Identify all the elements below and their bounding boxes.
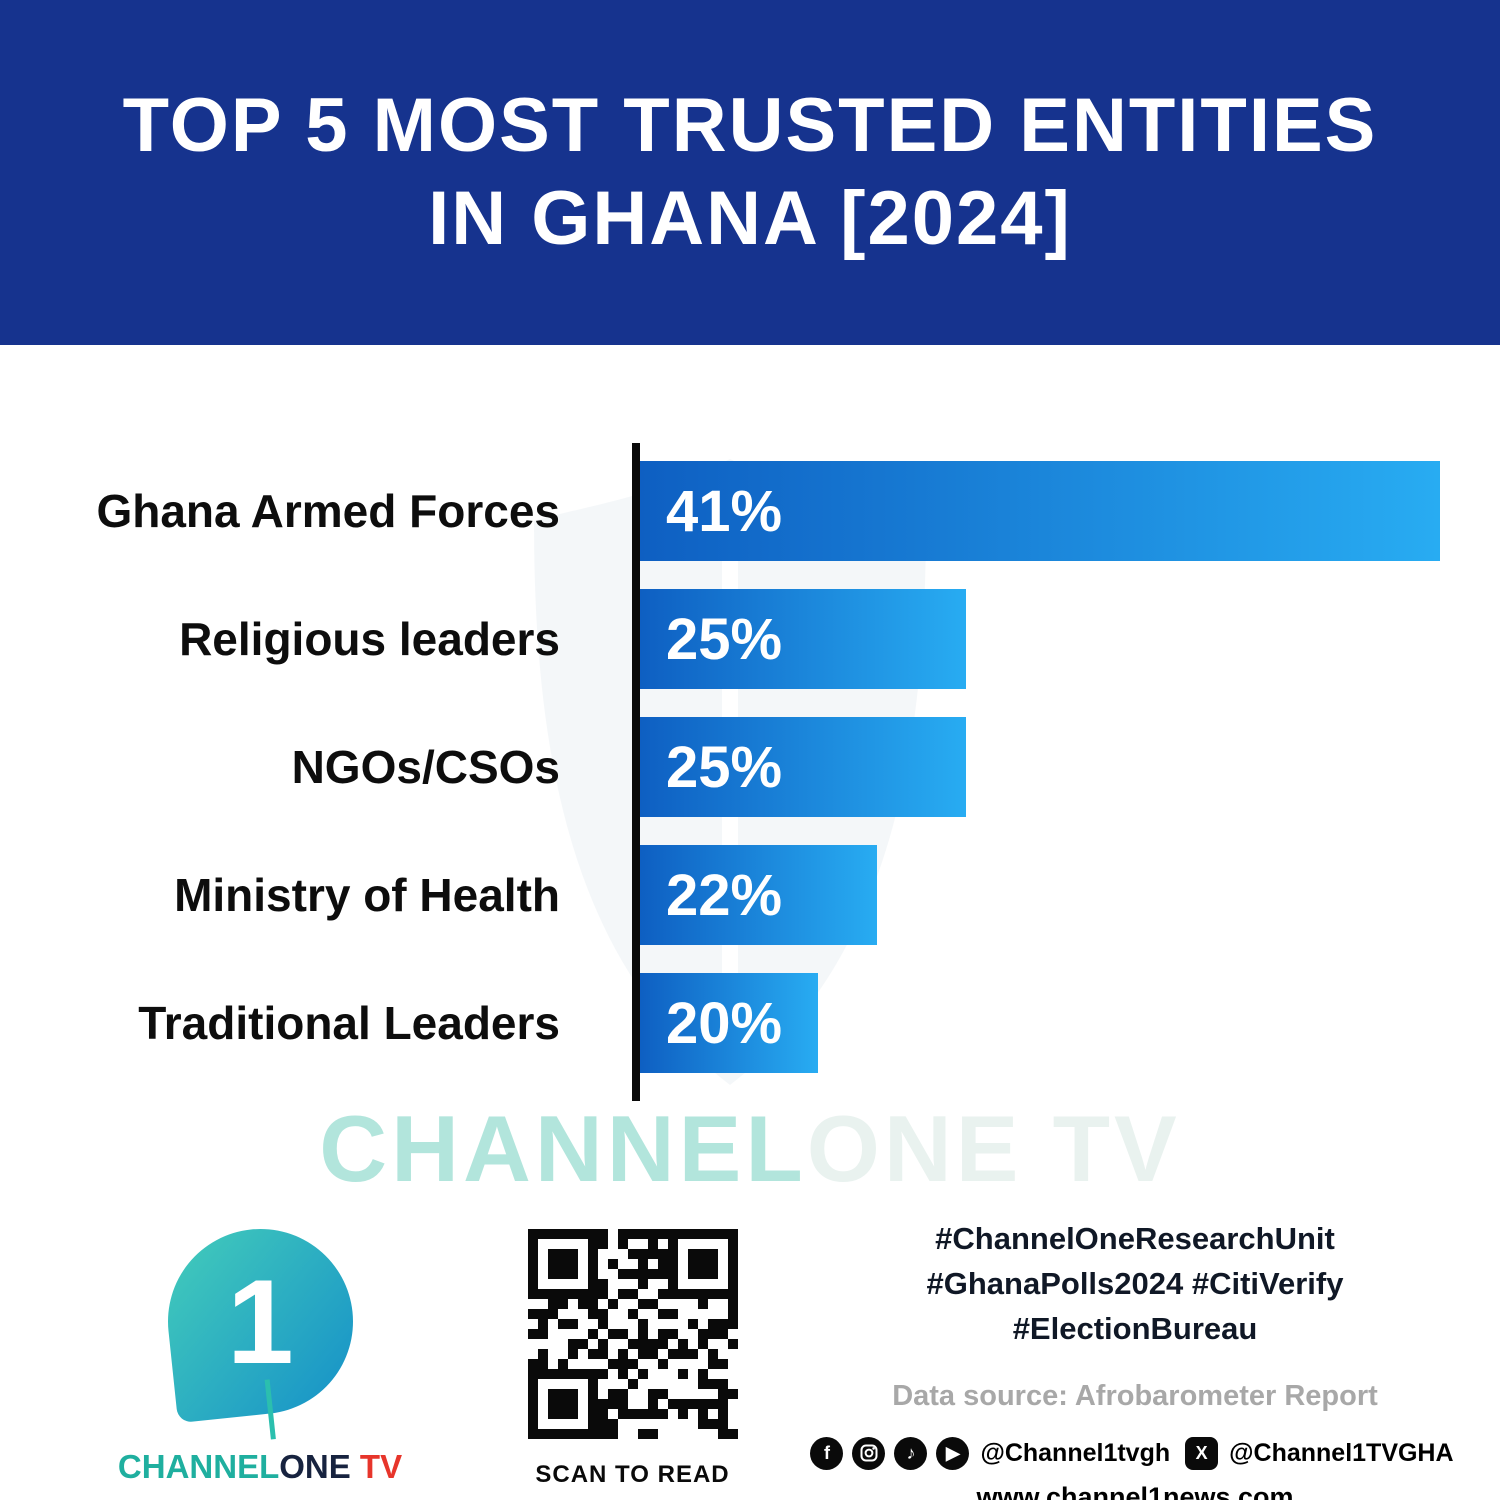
- category-label: NGOs/CSOs: [291, 741, 560, 793]
- tiktok-icon: ♪: [894, 1436, 928, 1470]
- instagram-icon: [852, 1436, 886, 1470]
- social-handle-x: @Channel1TVGHA: [1229, 1438, 1454, 1467]
- y-axis-line: [632, 443, 640, 1101]
- website-url: www.channel1news.com: [976, 1481, 1294, 1500]
- wordmark-one: ONE: [279, 1448, 351, 1485]
- category-label: Traditional Leaders: [138, 997, 560, 1049]
- wordmark-channel: CHANNEL: [117, 1448, 280, 1485]
- category-label: Religious leaders: [179, 613, 560, 665]
- chart-rows: Ghana Armed Forces 41% Religious leaders 25…: [0, 461, 1500, 1073]
- chart-bar: 22%: [640, 845, 877, 945]
- footer-info: #ChannelOneResearchUnit #GhanaPolls2024 …: [810, 1217, 1454, 1500]
- chart-bar: 25%: [640, 589, 966, 689]
- bar-chart: Ghana Armed Forces 41% Religious leaders 25…: [0, 441, 1500, 1101]
- page-title-line2: IN GHANA [2024]: [428, 175, 1072, 261]
- channel-one-wordmark: CHANNELONE TV: [118, 1448, 402, 1486]
- qr-block: SCAN TO READ: [503, 1217, 763, 1500]
- watermark-part2: ONE TV: [806, 1096, 1181, 1201]
- page-title-line1: TOP 5 MOST TRUSTED ENTITIES: [122, 82, 1378, 168]
- chart-row: Traditional Leaders 20%: [0, 973, 1500, 1073]
- watermark-part1: CHANNEL: [319, 1096, 807, 1201]
- channel-one-logo-mark: 1: [158, 1219, 362, 1424]
- hashtag-line: #GhanaPolls2024 #CitiVerify: [926, 1265, 1344, 1301]
- wordmark-tv: TV: [350, 1448, 403, 1485]
- x-icon: X: [1185, 1436, 1219, 1470]
- page-title: TOP 5 MOST TRUSTED ENTITIES IN GHANA [20…: [123, 80, 1378, 265]
- hashtag-line: #ChannelOneResearchUnit: [935, 1221, 1335, 1256]
- facebook-icon: f: [810, 1436, 844, 1470]
- chart-bar: 20%: [640, 973, 818, 1073]
- chart-bar: 41%: [640, 461, 1440, 561]
- category-label: Ghana Armed Forces: [96, 485, 560, 537]
- footer: 1 CHANNELONE TV SCAN TO READ #ChannelOne…: [0, 1203, 1500, 1500]
- chart-row: Ghana Armed Forces 41%: [0, 461, 1500, 561]
- logo-numeral: 1: [226, 1254, 294, 1389]
- chart-bar: 25%: [640, 717, 966, 817]
- hashtag-line: #ElectionBureau: [1012, 1310, 1258, 1346]
- hashtags: #ChannelOneResearchUnit #GhanaPolls2024 …: [840, 1217, 1430, 1352]
- chart-row: NGOs/CSOs 25%: [0, 717, 1500, 817]
- category-label: Ministry of Health: [174, 869, 560, 921]
- social-handle-primary: @Channel1tvgh: [980, 1438, 1171, 1467]
- chart-row: Religious leaders 25%: [0, 589, 1500, 689]
- youtube-icon: ▶: [936, 1436, 970, 1470]
- channel-one-text-watermark: CHANNELONE TV: [0, 1095, 1500, 1203]
- channel-one-logo: 1 CHANNELONE TV: [95, 1217, 425, 1500]
- social-row: f ♪ ▶ @Channel1tvgh X @Channel1TVGHA: [810, 1436, 1454, 1470]
- data-source: Data source: Afrobarometer Report: [892, 1379, 1378, 1412]
- qr-caption: SCAN TO READ: [535, 1461, 730, 1488]
- header-banner: TOP 5 MOST TRUSTED ENTITIES IN GHANA [20…: [0, 0, 1500, 345]
- chart-row: Ministry of Health 22%: [0, 845, 1500, 945]
- qr-code: [523, 1225, 742, 1443]
